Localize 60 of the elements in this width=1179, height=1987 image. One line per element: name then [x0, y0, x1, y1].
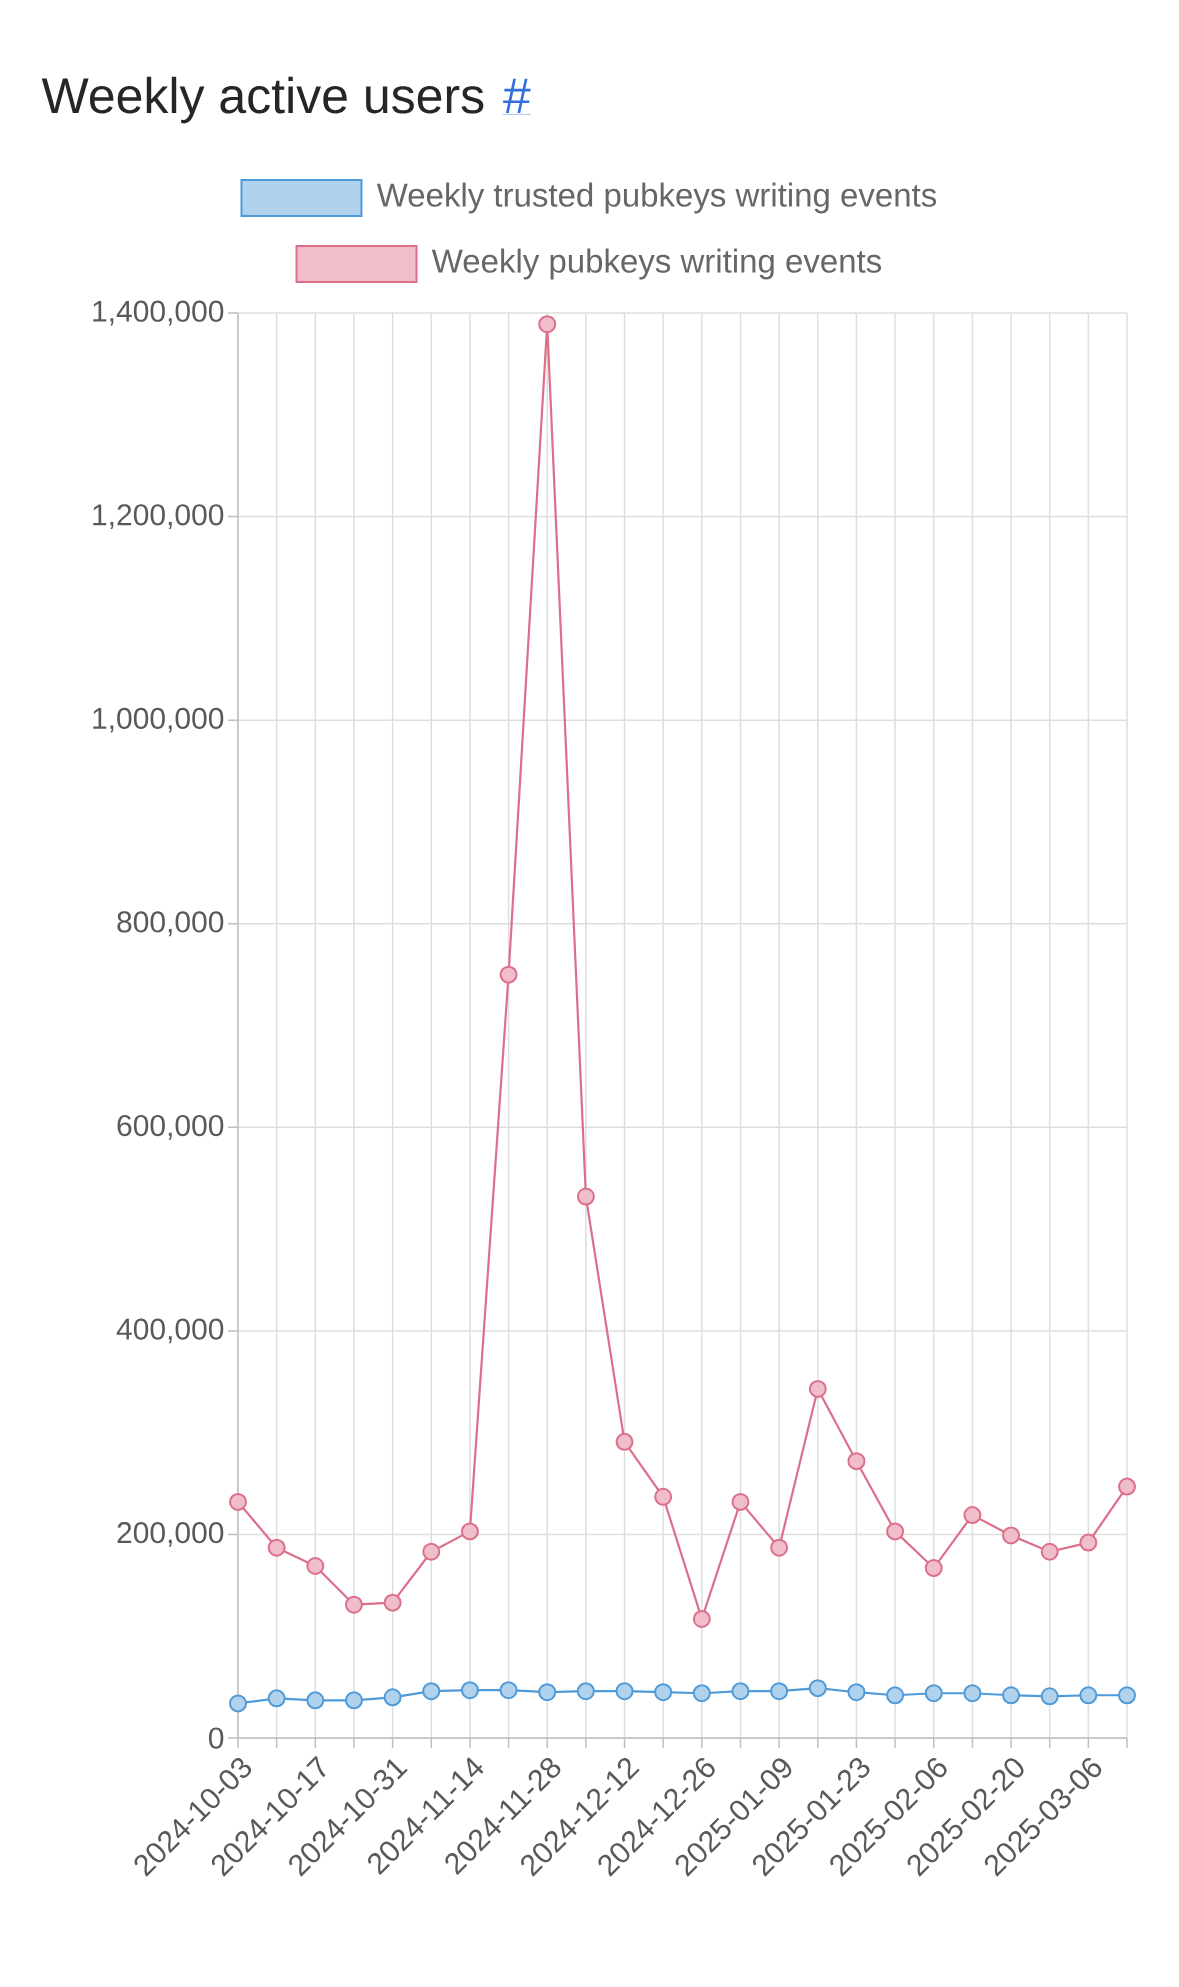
legend-label: Weekly pubkeys writing events	[431, 248, 882, 280]
y-tick-label: 400,000	[116, 1318, 224, 1344]
point	[383, 1593, 402, 1612]
point	[460, 1522, 479, 1541]
point	[1118, 1477, 1137, 1496]
y-tick-label: 1,200,000	[93, 504, 224, 529]
point	[963, 1506, 982, 1525]
point	[615, 1432, 634, 1451]
point	[499, 1681, 518, 1700]
point	[847, 1683, 866, 1702]
point	[344, 1595, 363, 1614]
point	[1040, 1542, 1059, 1561]
point	[1002, 1526, 1021, 1545]
point	[847, 1452, 866, 1471]
point	[229, 1492, 247, 1511]
y-tick-label: 800,000	[117, 911, 224, 937]
point	[770, 1538, 789, 1557]
point	[1118, 1686, 1137, 1705]
point	[460, 1681, 479, 1700]
point	[692, 1684, 711, 1703]
point	[886, 1522, 905, 1541]
point	[499, 965, 518, 984]
point	[924, 1559, 943, 1578]
point	[576, 1682, 595, 1701]
point	[924, 1684, 943, 1703]
point	[267, 1689, 286, 1708]
point	[808, 1679, 827, 1698]
point	[808, 1379, 827, 1398]
point	[576, 1187, 595, 1206]
text: #	[503, 78, 531, 114]
point	[654, 1487, 673, 1506]
legend-label: Weekly trusted pubkeys writing events	[376, 182, 937, 214]
point	[731, 1492, 750, 1511]
y-tick-label: 1,000,000	[93, 707, 224, 733]
y-tick-label: 1,400,000	[93, 300, 224, 326]
point	[229, 1694, 247, 1713]
point	[963, 1684, 982, 1703]
point	[692, 1609, 711, 1628]
point	[654, 1683, 673, 1702]
point	[615, 1682, 634, 1701]
point	[1079, 1686, 1098, 1705]
point	[770, 1682, 789, 1701]
point	[538, 1683, 557, 1702]
point	[383, 1688, 402, 1707]
point	[886, 1686, 905, 1705]
point	[538, 315, 557, 334]
y-tick-label: 0	[208, 1727, 224, 1749]
point	[267, 1538, 286, 1557]
point	[731, 1682, 750, 1701]
chart-title: Weekly active users	[41, 76, 484, 124]
point	[1040, 1687, 1059, 1706]
point	[422, 1682, 441, 1701]
y-tick-label: 600,000	[117, 1114, 224, 1140]
point	[344, 1691, 363, 1710]
point	[306, 1557, 325, 1576]
point	[306, 1691, 325, 1710]
point	[1079, 1533, 1098, 1552]
y-tick-label: 200,000	[117, 1522, 224, 1547]
point	[1002, 1686, 1021, 1705]
point	[422, 1542, 441, 1561]
